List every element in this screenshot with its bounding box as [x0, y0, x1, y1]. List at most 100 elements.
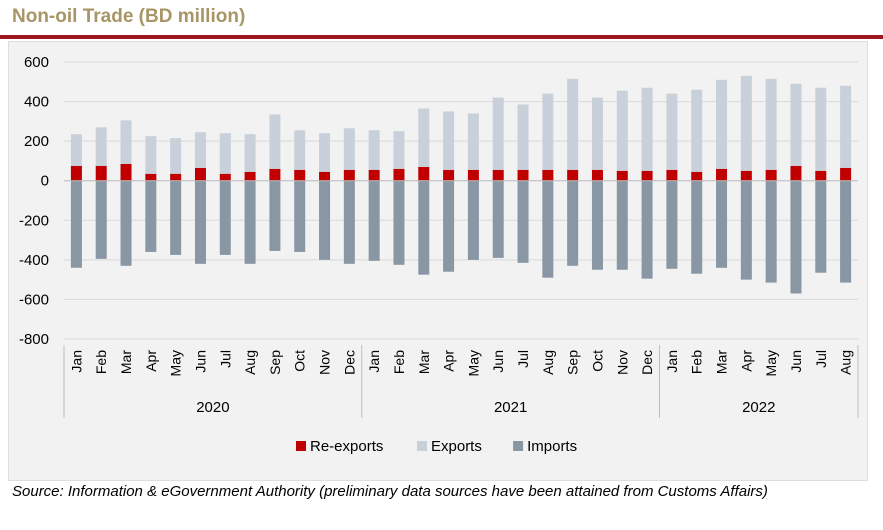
- x-tick-label: Apr: [143, 350, 159, 372]
- x-tick-label: May: [465, 350, 481, 376]
- imports-bar: [269, 180, 281, 251]
- reexports-bar: [815, 170, 827, 181]
- reexports-bar: [194, 167, 206, 181]
- imports-bar: [492, 180, 504, 258]
- reexports-bar: [492, 169, 504, 181]
- exports-bar: [145, 136, 157, 174]
- reexports-bar: [790, 165, 802, 181]
- y-tick-label: -800: [19, 331, 49, 348]
- exports-bar: [95, 127, 107, 166]
- imports-bar: [790, 180, 802, 294]
- imports-bar: [691, 180, 703, 274]
- exports-bar: [244, 134, 256, 172]
- x-tick-label: Jun: [490, 350, 506, 373]
- imports-bar: [591, 180, 603, 270]
- exports-bar: [70, 134, 82, 166]
- reexports-bar: [170, 173, 182, 181]
- x-tick-label: Dec: [341, 350, 357, 375]
- x-tick-label: Aug: [838, 350, 854, 375]
- exports-bar: [443, 111, 455, 170]
- x-tick-label: Jul: [515, 350, 531, 368]
- reexports-bar: [666, 169, 678, 181]
- x-tick-label: Jul: [217, 350, 233, 368]
- reexports-bar: [70, 165, 82, 181]
- reexports-bar: [443, 169, 455, 181]
- year-label: 2022: [742, 399, 775, 416]
- exports-bar: [517, 104, 529, 170]
- reexports-bar: [542, 169, 554, 181]
- reexports-bar: [517, 169, 529, 181]
- x-tick-label: May: [763, 350, 779, 376]
- chart-title: Non-oil Trade (BD million): [12, 6, 246, 27]
- legend-label: Exports: [431, 438, 482, 455]
- imports-bar: [716, 180, 728, 268]
- exports-bar: [740, 75, 752, 171]
- year-label: 2021: [494, 399, 527, 416]
- exports-bar: [120, 120, 132, 164]
- exports-bar: [616, 90, 628, 171]
- legend-label: Re-exports: [310, 438, 383, 455]
- imports-bar: [666, 180, 678, 269]
- exports-bar: [319, 133, 331, 172]
- imports-bar: [343, 180, 355, 264]
- x-tick-label: Nov: [317, 350, 333, 375]
- year-label: 2020: [196, 399, 229, 416]
- reexports-bar: [567, 169, 579, 181]
- exports-bar: [591, 97, 603, 170]
- imports-bar: [294, 180, 306, 252]
- x-tick-label: Mar: [714, 350, 730, 374]
- reexports-bar: [765, 169, 777, 181]
- exports-bar: [343, 128, 355, 170]
- x-tick-label: Jul: [813, 350, 829, 368]
- exports-bar: [765, 78, 777, 170]
- imports-bar: [616, 180, 628, 270]
- imports-bar: [840, 180, 852, 283]
- x-tick-label: Sep: [267, 350, 283, 375]
- imports-bar: [145, 180, 157, 252]
- x-tick-label: Jan: [366, 350, 382, 373]
- exports-bar: [790, 83, 802, 166]
- reexports-bar: [95, 165, 107, 181]
- x-tick-label: Mar: [118, 350, 134, 374]
- imports-bar: [393, 180, 405, 265]
- imports-bar: [740, 180, 752, 280]
- imports-bar: [120, 180, 132, 266]
- imports-bar: [368, 180, 380, 261]
- exports-bar: [542, 93, 554, 170]
- legend-swatch: [513, 441, 524, 451]
- x-tick-label: Jun: [192, 350, 208, 373]
- x-tick-label: Apr: [738, 350, 754, 372]
- exports-bar: [666, 93, 678, 170]
- legend-swatch: [417, 441, 427, 451]
- x-tick-label: May: [168, 350, 184, 376]
- x-tick-label: Apr: [441, 350, 457, 372]
- imports-bar: [815, 180, 827, 273]
- exports-bar: [691, 89, 703, 172]
- x-tick-label: Nov: [614, 350, 630, 375]
- x-tick-label: Aug: [540, 350, 556, 375]
- reexports-bar: [716, 168, 728, 181]
- imports-bar: [244, 180, 256, 264]
- x-tick-label: Oct: [589, 350, 605, 372]
- imports-bar: [641, 180, 653, 279]
- x-tick-label: Jun: [788, 350, 804, 373]
- reexports-bar: [691, 171, 703, 181]
- reexports-bar: [467, 169, 479, 181]
- reexports-bar: [319, 171, 331, 181]
- legend-label: Imports: [527, 438, 577, 455]
- imports-bar: [467, 180, 479, 260]
- reexports-bar: [145, 173, 157, 181]
- reexports-bar: [641, 170, 653, 181]
- imports-bar: [517, 180, 529, 263]
- exports-bar: [194, 132, 206, 168]
- imports-bar: [170, 180, 182, 255]
- y-tick-label: -600: [19, 291, 49, 308]
- reexports-bar: [219, 173, 231, 181]
- imports-bar: [443, 180, 455, 272]
- y-tick-label: 600: [24, 54, 49, 71]
- y-tick-label: 400: [24, 94, 49, 111]
- x-tick-label: Feb: [391, 350, 407, 374]
- x-tick-label: Aug: [242, 350, 258, 375]
- reexports-bar: [269, 168, 281, 181]
- reexports-bar: [368, 169, 380, 181]
